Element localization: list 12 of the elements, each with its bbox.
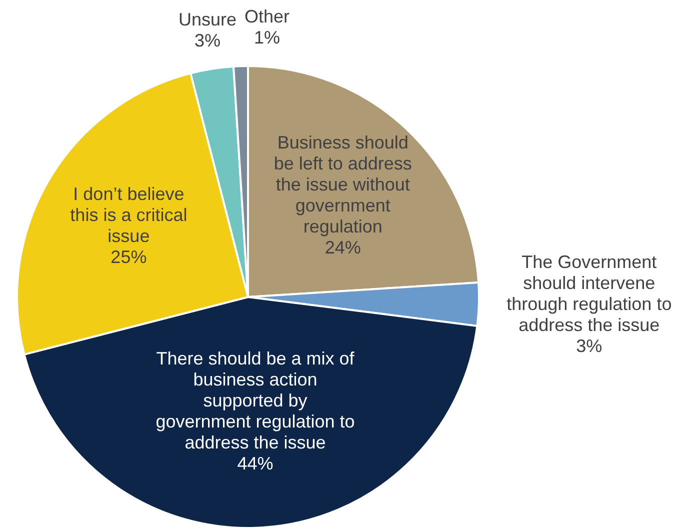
- slice-label: I don’t believe this is a critical issue: [70, 184, 188, 246]
- data-label: 44%: [237, 454, 274, 474]
- data-label: 3%: [194, 30, 221, 50]
- slice-label: The Government should intervene through regulation to address the issue: [506, 252, 672, 336]
- data-label: 1%: [254, 27, 280, 48]
- data-label: 25%: [110, 246, 147, 267]
- data-label: 3%: [576, 336, 602, 356]
- slice-label: Business should be left to address the issue without government regulation: [274, 132, 412, 236]
- slice-label: Unsure: [178, 9, 237, 30]
- slice-label: Other: [244, 6, 290, 26]
- data-label: 24%: [324, 237, 361, 258]
- slice-label: There should be a mix of business action supported by government regulation to address the issue: [156, 348, 356, 453]
